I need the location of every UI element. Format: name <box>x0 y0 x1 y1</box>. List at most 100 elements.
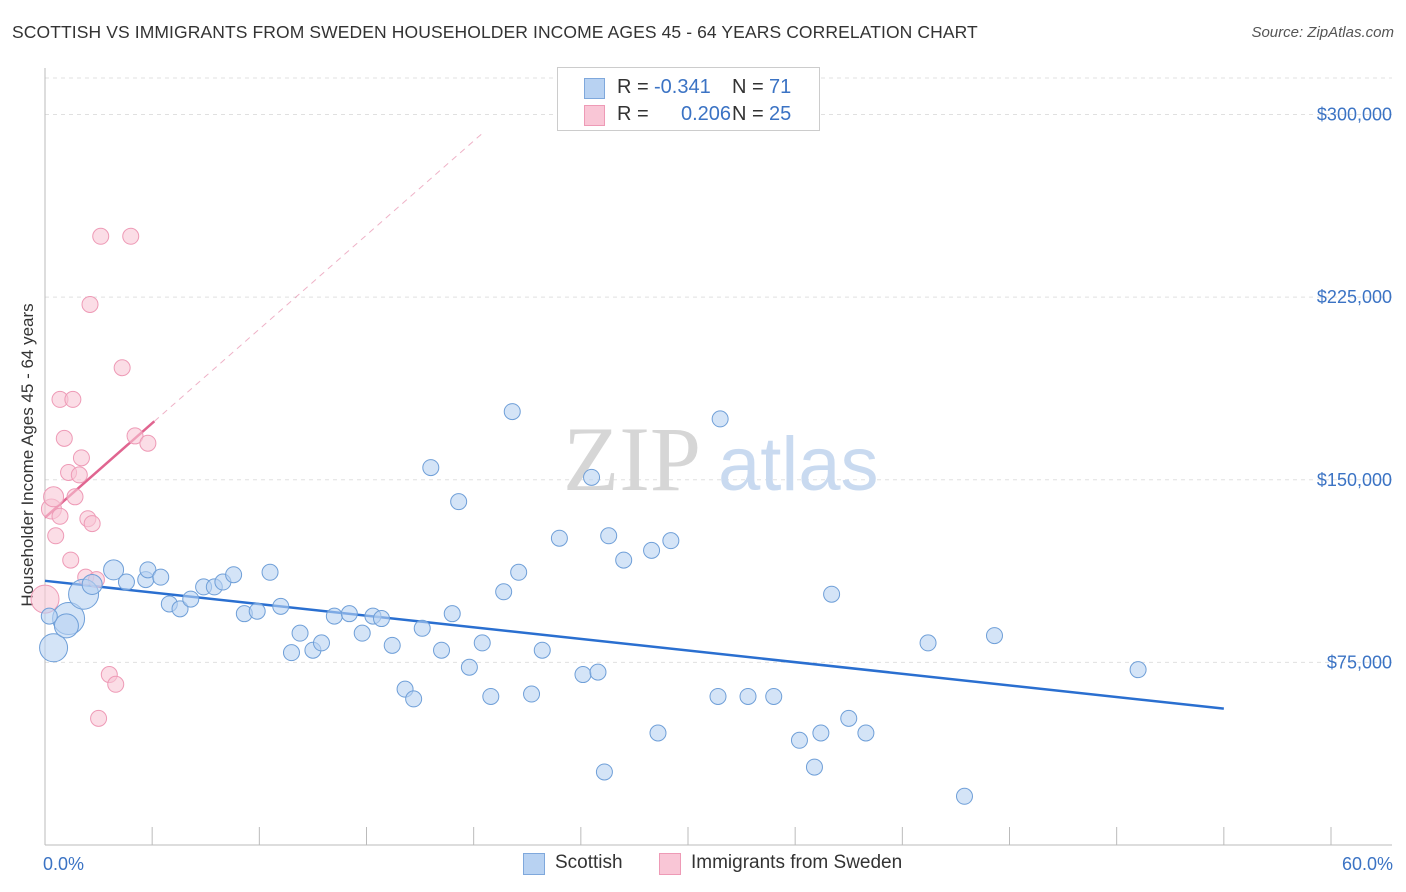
scottish-point <box>225 566 243 584</box>
sweden-point <box>64 390 82 408</box>
scottish-point <box>291 624 309 642</box>
scottish-point <box>422 459 440 477</box>
scottish-point <box>413 619 431 637</box>
scottish-point <box>282 644 300 662</box>
sweden-point <box>62 551 80 569</box>
scottish-point <box>503 403 521 421</box>
scottish-point <box>574 666 592 684</box>
bottom-legend-label-scottish: Scottish <box>555 852 623 873</box>
scottish-point <box>823 585 841 603</box>
bottom-legend-swatch-sweden <box>659 853 681 875</box>
scottish-point <box>39 633 69 663</box>
scottish-point <box>510 563 528 581</box>
tick-labels: $75,000 $150,000 $225,000 $300,000 0.0% 60.0% <box>43 105 1393 874</box>
sweden-point <box>107 675 125 693</box>
trend-line-scottish <box>44 579 1224 710</box>
scottish-point <box>533 641 551 659</box>
watermark-atlas: atlas <box>718 422 879 507</box>
scottish-point <box>919 634 937 652</box>
legend-r-value-scottish: -0.341 <box>654 76 711 98</box>
scottish-point <box>765 687 783 705</box>
scottish-point <box>955 787 973 805</box>
scottish-points <box>39 403 1147 805</box>
sweden-point <box>51 507 69 525</box>
legend-swatch-scottish <box>584 78 605 99</box>
scottish-point <box>460 658 478 676</box>
axes <box>44 68 1392 846</box>
scottish-point <box>53 613 79 639</box>
scottish-point <box>600 527 618 545</box>
sweden-point <box>90 709 108 727</box>
scottish-point <box>117 573 135 591</box>
scottish-point <box>840 709 858 727</box>
scottish-point <box>272 597 290 615</box>
x-tick-label: 60.0% <box>1342 854 1393 874</box>
scottish-point <box>589 663 607 681</box>
scottish-point <box>739 687 757 705</box>
scottish-point <box>312 634 330 652</box>
scottish-point <box>383 636 401 654</box>
legend-r-label: R = <box>617 76 649 98</box>
scottish-point <box>450 493 468 511</box>
sweden-point <box>113 359 131 377</box>
scottish-point <box>373 610 391 628</box>
legend-r-label: R = <box>617 103 649 125</box>
scottish-point <box>248 602 266 620</box>
scottish-point <box>643 541 661 559</box>
sweden-point <box>70 466 88 484</box>
legend-n-value-scottish: 71 <box>769 76 792 98</box>
sweden-point <box>55 429 73 447</box>
scottish-point <box>805 758 823 776</box>
scottish-point <box>340 605 358 623</box>
x-tick-label: 0.0% <box>43 854 84 874</box>
watermark: ZIP atlas <box>563 408 879 510</box>
y-tick-label: $300,000 <box>1317 105 1392 125</box>
scottish-point <box>495 583 513 601</box>
legend-n-label: N = <box>732 103 764 125</box>
scottish-point <box>139 561 157 579</box>
sweden-point <box>126 427 144 445</box>
sweden-point <box>43 486 65 508</box>
scottish-point <box>1129 661 1147 679</box>
correlation-legend: R = -0.341 N = 71 R = 0.206 N = 25 <box>557 67 820 131</box>
y-tick-label: $150,000 <box>1317 470 1392 490</box>
y-tick-label: $75,000 <box>1327 652 1392 672</box>
sweden-points <box>30 227 157 727</box>
sweden-point <box>72 449 90 467</box>
scottish-point <box>812 724 830 742</box>
scottish-point <box>261 563 279 581</box>
trend-line-sweden-extrapolated <box>153 131 485 422</box>
sweden-point <box>47 527 65 545</box>
scottish-point <box>103 559 125 581</box>
scottish-point <box>473 634 491 652</box>
scottish-point <box>40 607 58 625</box>
scottish-point <box>171 600 189 618</box>
legend-n-value-sweden: 25 <box>769 103 792 125</box>
scottish-point <box>649 724 667 742</box>
scottish-point <box>615 551 633 569</box>
scottish-point <box>662 532 680 550</box>
legend-n-label: N = <box>732 76 764 98</box>
scottish-point <box>433 641 451 659</box>
sweden-point <box>122 227 140 245</box>
y-tick-label: $225,000 <box>1317 287 1392 307</box>
scottish-point <box>583 468 601 486</box>
sweden-point <box>92 227 110 245</box>
bottom-legend-swatch-scottish <box>523 853 545 875</box>
sweden-point <box>83 515 101 533</box>
scottish-point <box>550 529 568 547</box>
gridlines <box>45 77 1392 663</box>
scottish-point <box>353 624 371 642</box>
scottish-point <box>81 573 103 595</box>
scottish-point <box>182 590 200 608</box>
legend-r-value-sweden: 0.206 <box>681 103 732 125</box>
source-label: Source: ZipAtlas.com <box>1251 24 1394 41</box>
scottish-point <box>482 687 500 705</box>
watermark-zip: ZIP <box>563 408 701 510</box>
scottish-point <box>711 410 729 428</box>
scottish-point <box>595 763 613 781</box>
chart-title: SCOTTISH VS IMMIGRANTS FROM SWEDEN HOUSE… <box>12 22 978 42</box>
bottom-legend-label-sweden: Immigrants from Sweden <box>691 852 903 873</box>
scottish-point <box>709 687 727 705</box>
